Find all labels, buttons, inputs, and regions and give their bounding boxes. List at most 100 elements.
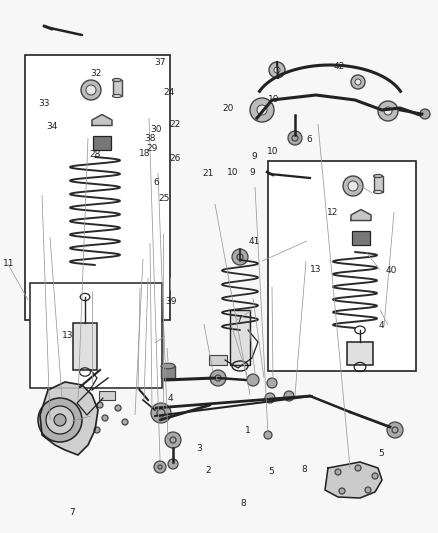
Text: 41: 41 xyxy=(248,237,260,246)
Circle shape xyxy=(288,131,302,145)
Bar xyxy=(30,283,162,388)
Circle shape xyxy=(420,109,430,119)
Text: 24: 24 xyxy=(163,88,175,96)
Bar xyxy=(93,136,111,150)
Text: 30: 30 xyxy=(150,125,162,134)
Circle shape xyxy=(115,405,121,411)
Bar xyxy=(352,231,370,245)
Circle shape xyxy=(94,427,100,433)
Circle shape xyxy=(335,469,341,475)
Text: 22: 22 xyxy=(170,120,181,128)
Text: 28: 28 xyxy=(89,150,101,159)
Text: 8: 8 xyxy=(301,465,307,473)
Text: 10: 10 xyxy=(267,148,278,156)
Text: 38: 38 xyxy=(145,134,156,142)
Text: 37: 37 xyxy=(155,59,166,67)
Text: 7: 7 xyxy=(69,508,75,517)
Circle shape xyxy=(267,378,277,388)
Text: 11: 11 xyxy=(3,260,14,268)
Circle shape xyxy=(365,487,371,493)
Circle shape xyxy=(348,181,358,191)
Circle shape xyxy=(355,79,361,85)
Polygon shape xyxy=(40,382,98,455)
Text: 42: 42 xyxy=(334,62,345,70)
Bar xyxy=(230,310,250,365)
Ellipse shape xyxy=(374,174,382,177)
Circle shape xyxy=(170,437,176,443)
Text: 33: 33 xyxy=(38,100,49,108)
Circle shape xyxy=(384,107,392,115)
Text: 4: 4 xyxy=(168,394,173,403)
Circle shape xyxy=(237,254,243,260)
Text: 12: 12 xyxy=(327,208,339,216)
Circle shape xyxy=(392,427,398,433)
Circle shape xyxy=(86,85,96,95)
Circle shape xyxy=(274,67,280,73)
Text: 5: 5 xyxy=(378,449,384,458)
Text: 25: 25 xyxy=(159,194,170,203)
Circle shape xyxy=(355,465,361,471)
Text: 3: 3 xyxy=(196,444,202,453)
Bar xyxy=(268,161,416,371)
Text: 26: 26 xyxy=(170,155,181,163)
Circle shape xyxy=(154,461,166,473)
Circle shape xyxy=(378,101,398,121)
Bar xyxy=(209,355,227,365)
Circle shape xyxy=(292,135,298,141)
Circle shape xyxy=(165,432,181,448)
Circle shape xyxy=(343,176,363,196)
Ellipse shape xyxy=(161,363,175,369)
Circle shape xyxy=(269,62,285,78)
Circle shape xyxy=(339,488,345,494)
Bar xyxy=(99,391,115,400)
Polygon shape xyxy=(351,209,371,221)
Circle shape xyxy=(257,105,267,115)
Bar xyxy=(113,80,121,96)
Bar xyxy=(25,55,170,320)
Text: 7: 7 xyxy=(236,316,242,324)
Text: 18: 18 xyxy=(139,149,150,158)
Circle shape xyxy=(284,391,294,401)
Circle shape xyxy=(168,459,178,469)
Text: 9: 9 xyxy=(251,152,257,160)
Text: 6: 6 xyxy=(306,135,312,143)
Circle shape xyxy=(46,406,74,434)
Polygon shape xyxy=(92,115,112,125)
Text: 34: 34 xyxy=(46,122,57,131)
Circle shape xyxy=(38,398,82,442)
Text: 5: 5 xyxy=(268,467,275,475)
Circle shape xyxy=(215,375,221,381)
Circle shape xyxy=(387,422,403,438)
Circle shape xyxy=(122,419,128,425)
Circle shape xyxy=(210,370,226,386)
Ellipse shape xyxy=(113,78,121,82)
Text: 13: 13 xyxy=(310,265,321,273)
Text: 40: 40 xyxy=(385,266,397,274)
Circle shape xyxy=(372,473,378,479)
Circle shape xyxy=(351,75,365,89)
Ellipse shape xyxy=(113,94,121,98)
Circle shape xyxy=(81,80,101,100)
Text: 1: 1 xyxy=(244,426,251,435)
Circle shape xyxy=(157,409,165,417)
Circle shape xyxy=(54,414,66,426)
Ellipse shape xyxy=(374,190,382,193)
Text: 39: 39 xyxy=(165,297,177,305)
Text: 2: 2 xyxy=(205,466,211,475)
Text: 10: 10 xyxy=(227,168,239,176)
Text: 4: 4 xyxy=(378,321,384,329)
Text: 29: 29 xyxy=(147,144,158,152)
Circle shape xyxy=(264,431,272,439)
Circle shape xyxy=(158,465,162,469)
Circle shape xyxy=(102,415,108,421)
Text: 6: 6 xyxy=(153,178,159,187)
Bar xyxy=(73,322,97,370)
Text: 19: 19 xyxy=(268,95,279,104)
Text: 9: 9 xyxy=(249,168,255,176)
Text: 13: 13 xyxy=(62,332,74,340)
Bar xyxy=(347,342,373,365)
Circle shape xyxy=(265,393,275,403)
Text: 8: 8 xyxy=(240,499,246,507)
Circle shape xyxy=(247,374,259,386)
Text: 32: 32 xyxy=(90,69,101,78)
